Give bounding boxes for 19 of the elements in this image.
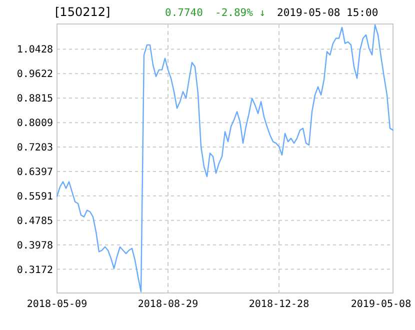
y-tick-label: 0.6397 [16, 166, 53, 178]
y-tick-label: 0.5591 [16, 191, 53, 202]
y-tick-label: 0.4785 [16, 216, 53, 227]
y-tick-label: 0.7203 [16, 142, 53, 154]
y-tick-label: 0.3978 [16, 240, 53, 252]
y-tick-label: 0.9622 [16, 69, 53, 80]
text: 2019-05-08 15:00 [277, 7, 378, 19]
x-tick-label: 2018-08-29 [138, 299, 198, 310]
y-tick-label: 0.8009 [16, 118, 53, 130]
text: -2.89% ↓ [215, 7, 266, 19]
y-tick-label: 0.8815 [16, 94, 53, 105]
text: 0.7740 [165, 7, 203, 19]
x-tick-label: 2018-12-28 [248, 299, 310, 310]
line-series [56, 24, 394, 292]
y-tick-label: 1.0428 [16, 44, 53, 56]
x-tick-label: 2019-05-08 [350, 299, 412, 310]
chart-title: [150212] [55, 5, 110, 19]
x-tick-label: 2018-05-09 [26, 299, 88, 310]
y-tick-label: 0.3172 [16, 264, 53, 276]
